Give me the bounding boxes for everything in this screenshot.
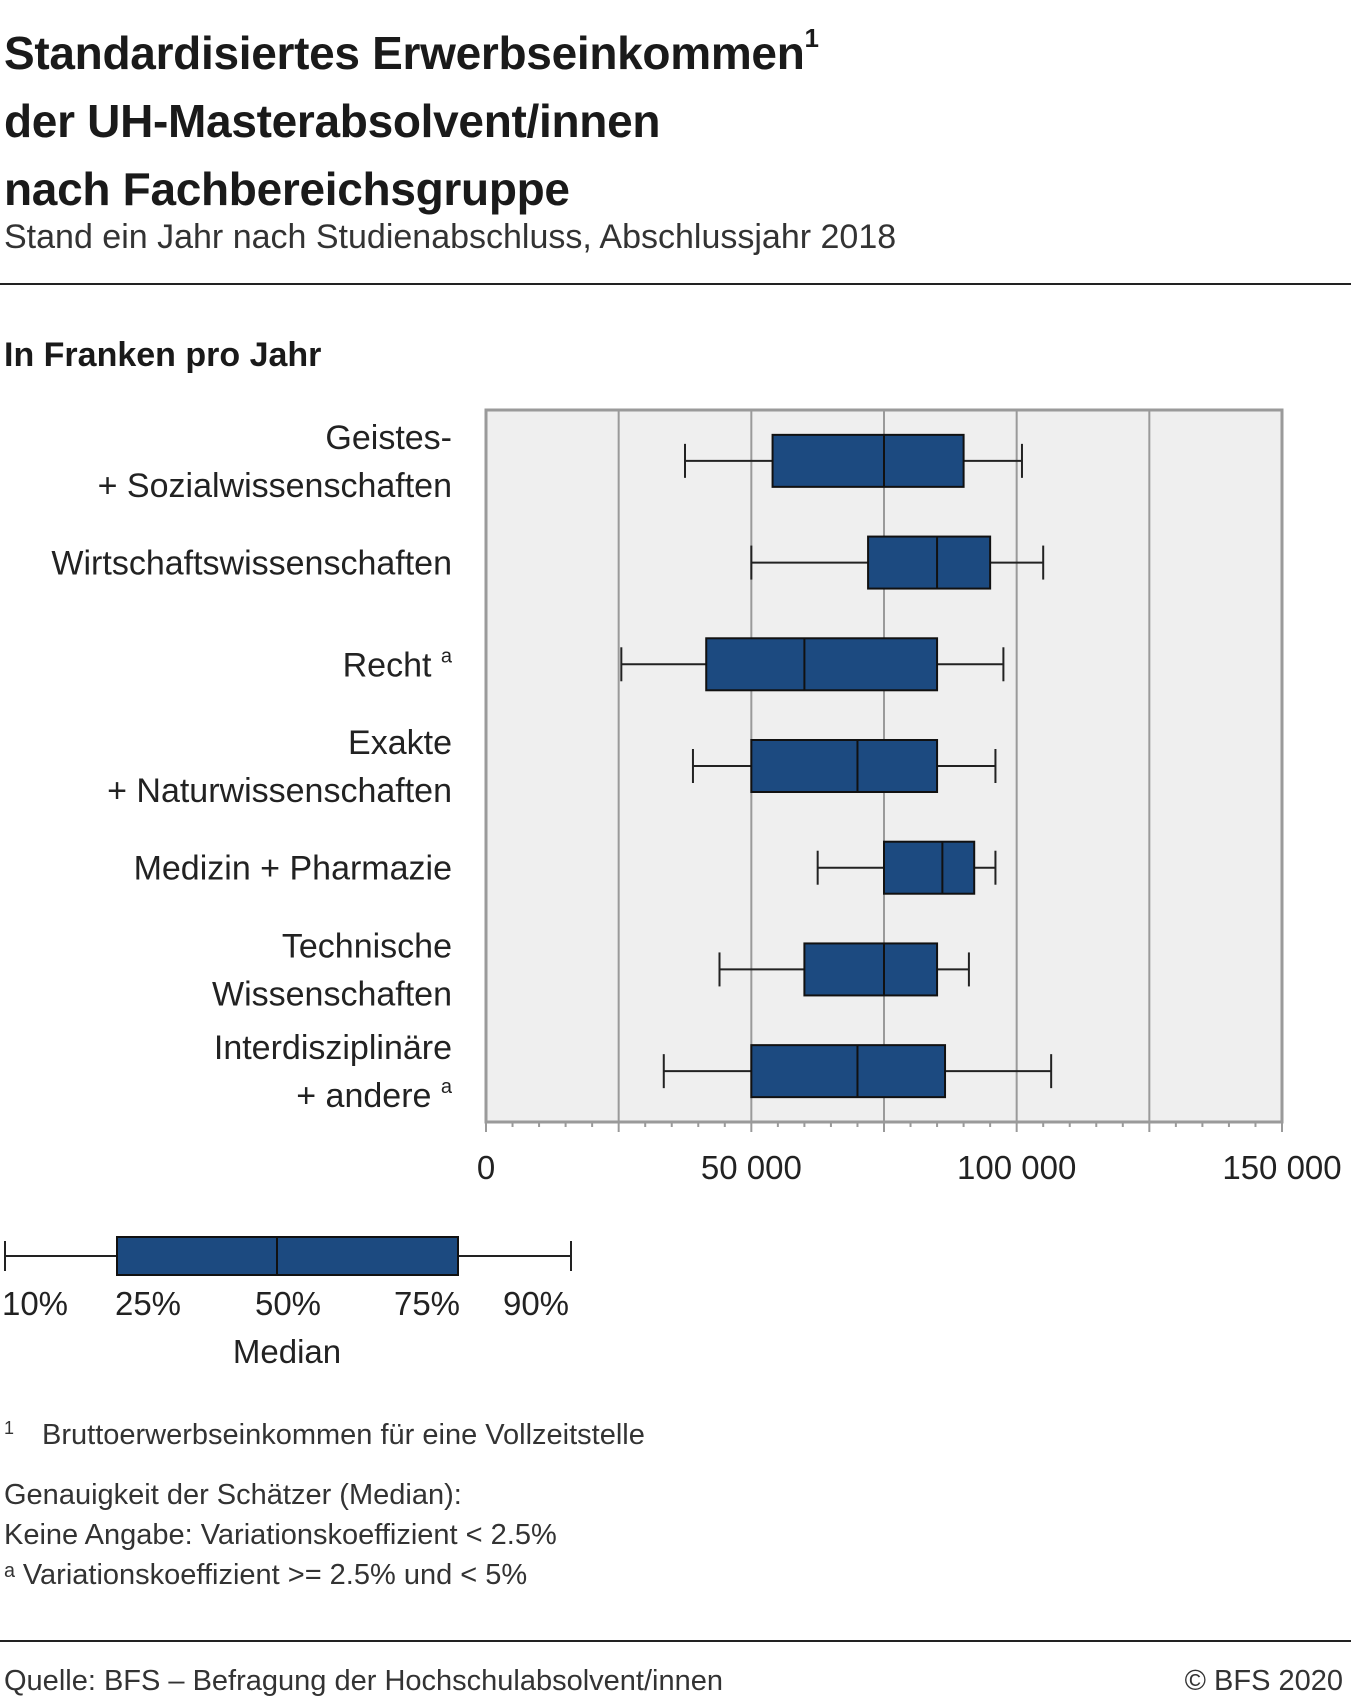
legend-median-label: Median xyxy=(233,1333,341,1370)
footnotes: 1 Bruttoerwerbseinkommen für eine Vollze… xyxy=(4,1415,645,1595)
category-label: Exakte xyxy=(348,724,452,762)
box-row: Wirtschaftswissenschaften xyxy=(51,535,1045,590)
legend: 10% 25% 50% 75% 90% Median xyxy=(2,1236,572,1370)
footnote-1: 1 Bruttoerwerbseinkommen für eine Vollze… xyxy=(4,1415,645,1455)
iqr-box xyxy=(883,840,976,895)
title-line-2: der UH-Masterabsolvent/innen xyxy=(4,95,661,147)
bottom-divider xyxy=(0,1640,1351,1642)
category-label: Geistes- xyxy=(325,419,452,457)
legend-percentile-label: 10% xyxy=(2,1285,68,1322)
iqr-box xyxy=(803,942,939,997)
legend-percentile-label: 50% xyxy=(255,1285,321,1322)
category-label: Interdisziplinäre xyxy=(214,1029,452,1067)
box-row: Medizin + Pharmazie xyxy=(134,840,997,895)
title-line-3: nach Fachbereichsgruppe xyxy=(4,163,570,215)
box-row: Exakte + Naturwissenschaften xyxy=(107,724,997,810)
boxplot-chart: 0 50 000 100 000 150 000 Geistes- + Sozialwis… xyxy=(2,408,1342,1370)
box-row: Recht a xyxy=(343,637,1005,692)
category-label: Medizin + Pharmazie xyxy=(134,850,452,888)
iqr-box xyxy=(867,535,992,590)
source-note: Quelle: BFS – Befragung der Hochschulabs… xyxy=(4,1665,723,1697)
iqr-box xyxy=(771,433,965,488)
legend-percentile-label: 90% xyxy=(503,1285,569,1322)
iqr-box xyxy=(705,637,939,692)
copyright: © BFS 2020 xyxy=(1184,1665,1343,1697)
chart-subtitle: Stand ein Jahr nach Studienabschluss, Ab… xyxy=(4,218,897,256)
category-label: + andere a xyxy=(296,1076,453,1115)
legend-box xyxy=(116,1236,459,1276)
category-label: + Sozialwissenschaften xyxy=(98,467,452,505)
legend-percentile-label: 25% xyxy=(115,1285,181,1322)
x-tick-label: 0 xyxy=(477,1149,495,1186)
precision-title: Genauigkeit der Schätzer (Median): xyxy=(4,1479,462,1511)
precision-a: ᵃ Variationskoeffizient >= 2.5% und < 5% xyxy=(4,1559,528,1591)
title-footnote-marker: 1 xyxy=(804,23,819,53)
precision-none: Keine Angabe: Variationskoeffizient < 2.… xyxy=(4,1519,557,1551)
footnote-1-text: Bruttoerwerbseinkommen für eine Vollzeit… xyxy=(42,1419,645,1451)
title-line-1: Standardisiertes Erwerbseinkommen xyxy=(4,27,805,79)
x-tick-label: 150 000 xyxy=(1222,1149,1341,1186)
category-label: + Naturwissenschaften xyxy=(107,772,452,810)
category-label: Technische xyxy=(282,927,452,965)
category-label: Wissenschaften xyxy=(212,975,452,1013)
category-label-superscript: a xyxy=(441,645,453,667)
category-label-superscript: a xyxy=(441,1076,453,1098)
iqr-box xyxy=(750,1044,947,1099)
x-tick-label: 50 000 xyxy=(701,1149,802,1186)
chart-title: Standardisiertes Erwerbseinkommen1 der U… xyxy=(4,4,819,223)
box-row: Interdisziplinäre + andere a xyxy=(214,1029,1053,1115)
box-row: Geistes- + Sozialwissenschaften xyxy=(98,419,1023,505)
footnote-1-number: 1 xyxy=(4,1418,15,1438)
box-row: Technische Wissenschaften xyxy=(212,927,970,1013)
top-divider xyxy=(0,283,1351,285)
category-label: Recht a xyxy=(343,645,453,684)
x-tick-label: 100 000 xyxy=(957,1149,1076,1186)
unit-label: In Franken pro Jahr xyxy=(4,336,322,374)
iqr-box xyxy=(750,739,939,793)
category-label: Wirtschaftswissenschaften xyxy=(51,545,452,583)
legend-percentile-label: 75% xyxy=(394,1285,460,1322)
